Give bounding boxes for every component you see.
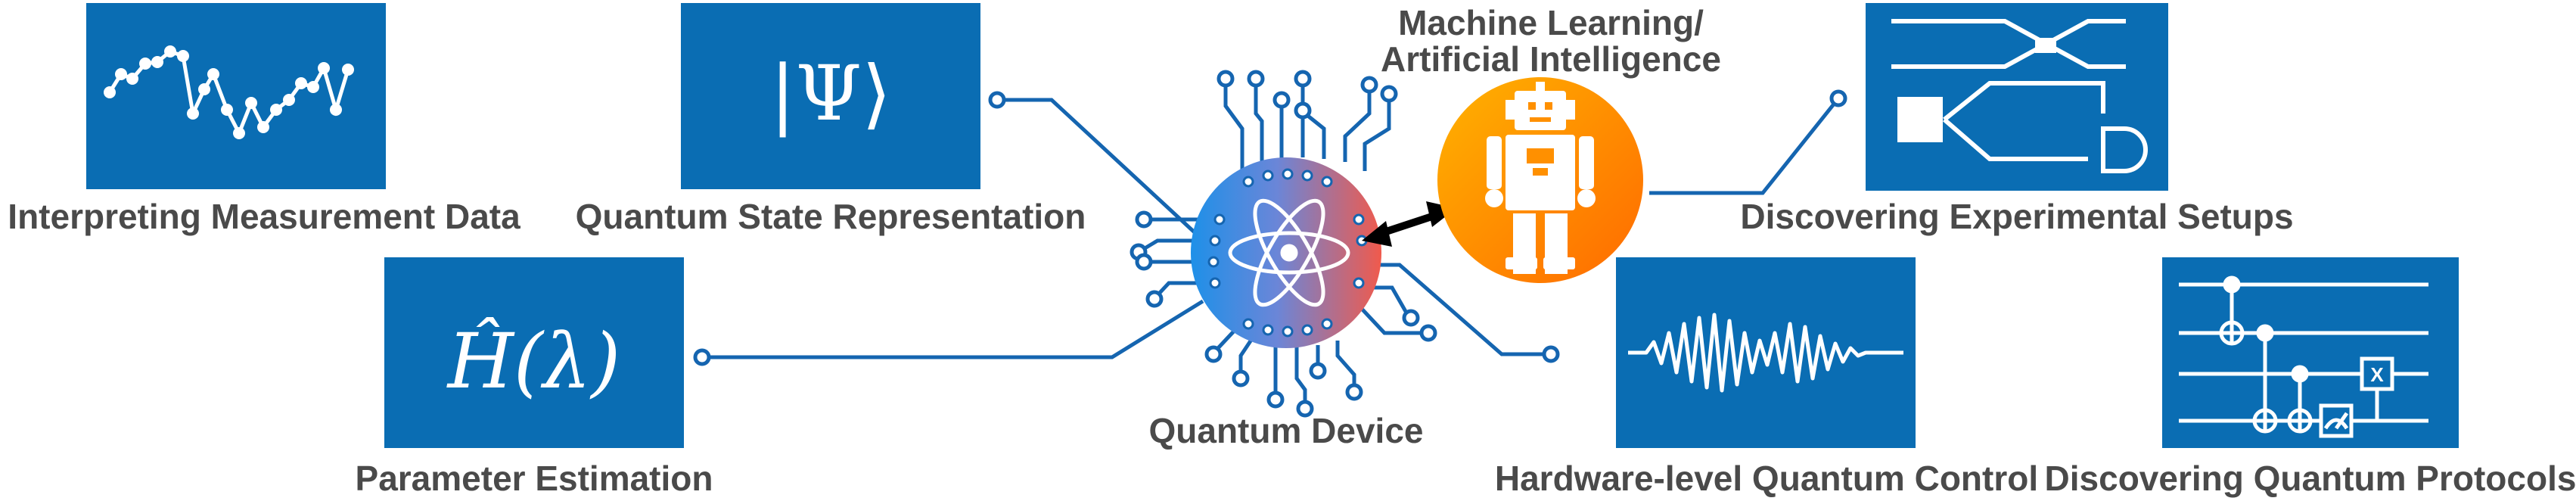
connector-state xyxy=(997,98,1197,235)
label-parameter: Parameter Estimation xyxy=(356,459,713,498)
panel-parameter-box xyxy=(384,257,684,448)
panel-measurement-box xyxy=(86,3,386,189)
panel-parameter: Ĥ(λ) Parameter Estimation xyxy=(356,257,713,498)
optical-setup-icon xyxy=(1891,19,2148,173)
x-gate-label: X xyxy=(2370,363,2384,386)
panel-setups: Discovering Experimental Setups xyxy=(1740,3,2294,236)
connector-setups-terminal xyxy=(1829,89,1847,107)
panel-protocols: X Discovering Quantum Protocols xyxy=(2045,257,2576,498)
label-protocols: Discovering Quantum Protocols xyxy=(2045,459,2576,498)
robot xyxy=(1437,77,1643,283)
atom-icon xyxy=(1228,198,1350,307)
quantum-circuit-icon xyxy=(2179,275,2428,438)
hamiltonian-glyph: Ĥ(λ) xyxy=(446,317,621,406)
noisy-data-plot-icon xyxy=(104,45,354,139)
label-state: Quantum State Representation xyxy=(576,197,1086,236)
connector-state-terminal xyxy=(988,91,1006,109)
label-control: Hardware-level Quantum Control xyxy=(1495,459,2038,498)
connector-parameter xyxy=(702,299,1204,359)
panel-measurement: Interpreting Measurement Data xyxy=(8,3,520,236)
panel-state-box xyxy=(681,3,980,189)
ket-psi-glyph: |Ψ⟩ xyxy=(770,49,891,138)
connector-parameter-terminal xyxy=(693,348,711,366)
panel-control: Hardware-level Quantum Control xyxy=(1495,257,2038,498)
double-arrow-icon xyxy=(1362,201,1456,247)
label-measurement: Interpreting Measurement Data xyxy=(8,197,520,236)
robot-icon xyxy=(1485,82,1596,274)
quantum-device xyxy=(1130,70,1560,418)
connector-robot-setups xyxy=(1649,97,1840,195)
label-robot-line1: Machine Learning/ xyxy=(1398,3,1704,42)
label-device: Quantum Device xyxy=(1149,411,1424,450)
label-robot-line2: Artificial Intelligence xyxy=(1381,39,1721,79)
label-setups: Discovering Experimental Setups xyxy=(1740,197,2293,236)
pulse-waveform-icon xyxy=(1628,313,1903,393)
panel-state: |Ψ⟩ Quantum State Representation xyxy=(576,3,1086,236)
panel-connectors xyxy=(693,89,1847,366)
